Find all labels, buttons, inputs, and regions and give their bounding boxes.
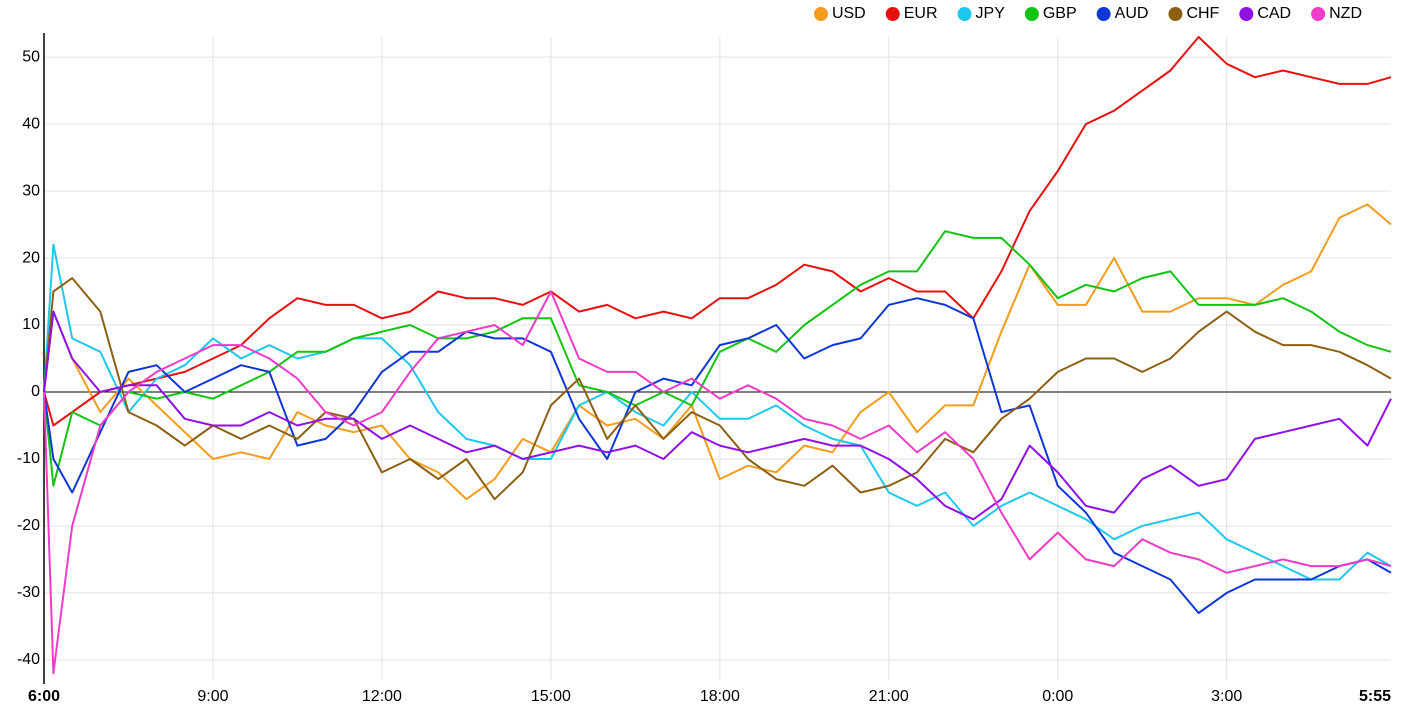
- series-line: [43, 297, 1392, 614]
- y-tick-label: -30: [17, 584, 40, 601]
- x-tick-label: 15:00: [531, 688, 571, 705]
- series-line: [43, 203, 1392, 501]
- legend-label: JPY: [976, 5, 1006, 22]
- legend-marker: [885, 7, 900, 21]
- x-tick-label: 6:00: [28, 688, 60, 705]
- series-line: [43, 36, 1392, 427]
- y-tick-label: 50: [22, 48, 40, 65]
- legend-label: USD: [832, 5, 866, 22]
- x-tick-label: 5:55: [1359, 688, 1391, 705]
- legend-label: NZD: [1329, 5, 1362, 22]
- series-line: [43, 243, 1392, 581]
- y-tick-label: 20: [22, 249, 40, 266]
- x-tick-label: 9:00: [197, 688, 228, 705]
- series-line: [43, 230, 1392, 487]
- legend-marker: [1096, 7, 1111, 21]
- x-tick-label: 21:00: [869, 688, 909, 705]
- legend-marker: [957, 7, 972, 21]
- legend-label: GBP: [1043, 5, 1077, 22]
- series-line: [43, 290, 1392, 675]
- x-tick-label: 18:00: [700, 688, 740, 705]
- legend-marker: [1311, 7, 1326, 21]
- y-tick-label: -20: [17, 517, 40, 534]
- legend-marker: [1239, 7, 1254, 21]
- legend-label: CAD: [1257, 5, 1291, 22]
- legend-label: CHF: [1186, 5, 1219, 22]
- y-tick-label: -40: [17, 651, 40, 668]
- y-tick-label: 10: [22, 316, 40, 333]
- series-line: [43, 277, 1392, 501]
- y-tick-label: 0: [31, 383, 40, 400]
- legend-label: AUD: [1115, 5, 1149, 22]
- y-tick-label: 40: [22, 115, 40, 132]
- legend-marker: [813, 7, 828, 21]
- legend-marker: [1024, 7, 1039, 21]
- legend-label: EUR: [904, 5, 938, 22]
- x-tick-label: 0:00: [1042, 688, 1073, 705]
- x-tick-label: 12:00: [362, 688, 402, 705]
- x-tick-label: 3:00: [1211, 688, 1242, 705]
- y-tick-label: 30: [22, 182, 40, 199]
- legend: USD EUR JPY GBP AUD CHF CAD NZD: [813, 5, 1362, 22]
- legend-marker: [1168, 7, 1183, 21]
- y-tick-label: -10: [17, 450, 40, 467]
- series-line: [43, 310, 1392, 521]
